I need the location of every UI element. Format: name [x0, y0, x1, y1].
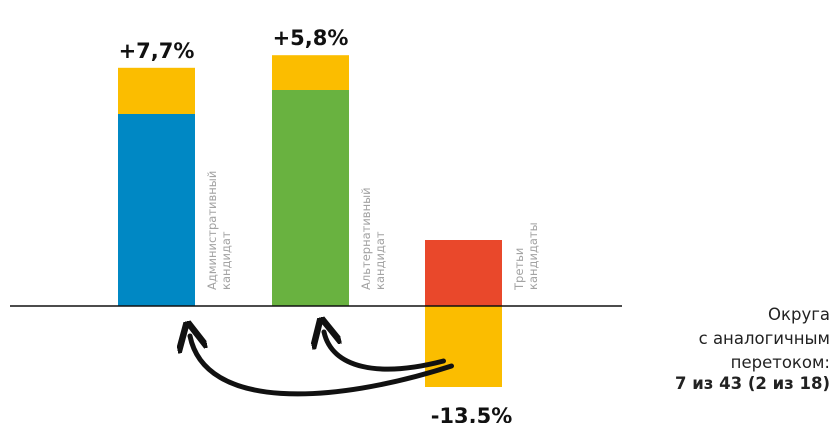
change-label: -13,5%: [431, 404, 513, 423]
bar-flow-gain: [272, 55, 349, 90]
category-label-line: кандидат: [219, 231, 233, 290]
side-caption-line: перетоком:: [730, 353, 830, 372]
side-caption: Округа с аналогичным перетоком:: [630, 303, 830, 375]
bar-flow-loss: [425, 306, 502, 387]
change-label: +5,8%: [273, 26, 349, 50]
side-count: 7 из 43 (2 из 18): [675, 374, 830, 393]
category-label-line: Альтернативный: [359, 187, 373, 290]
category-label: Альтернативный кандидат: [359, 187, 387, 290]
flow-arrow: [324, 332, 446, 372]
labels-layer: +7,7%Административный кандидат+5,8%Альтер…: [119, 26, 540, 423]
category-label-line: Административный: [205, 171, 219, 290]
category-label-line: кандидат: [373, 231, 387, 290]
bar-base: [118, 114, 195, 306]
bar-base: [272, 90, 349, 306]
arrows-layer: [190, 332, 454, 397]
bar-base: [425, 240, 502, 306]
category-label: Третьи кандидаты: [512, 222, 540, 291]
change-label: +7,7%: [119, 39, 195, 63]
flow-arrow: [190, 336, 454, 397]
bars-layer: [118, 55, 502, 387]
category-label-line: кандидаты: [526, 222, 540, 290]
side-caption-line: с аналогичным: [698, 329, 830, 348]
side-caption-line: Округа: [768, 305, 830, 324]
category-label-line: Третьи: [512, 248, 526, 291]
bar-flow-gain: [118, 67, 195, 114]
category-label: Административный кандидат: [205, 171, 233, 290]
